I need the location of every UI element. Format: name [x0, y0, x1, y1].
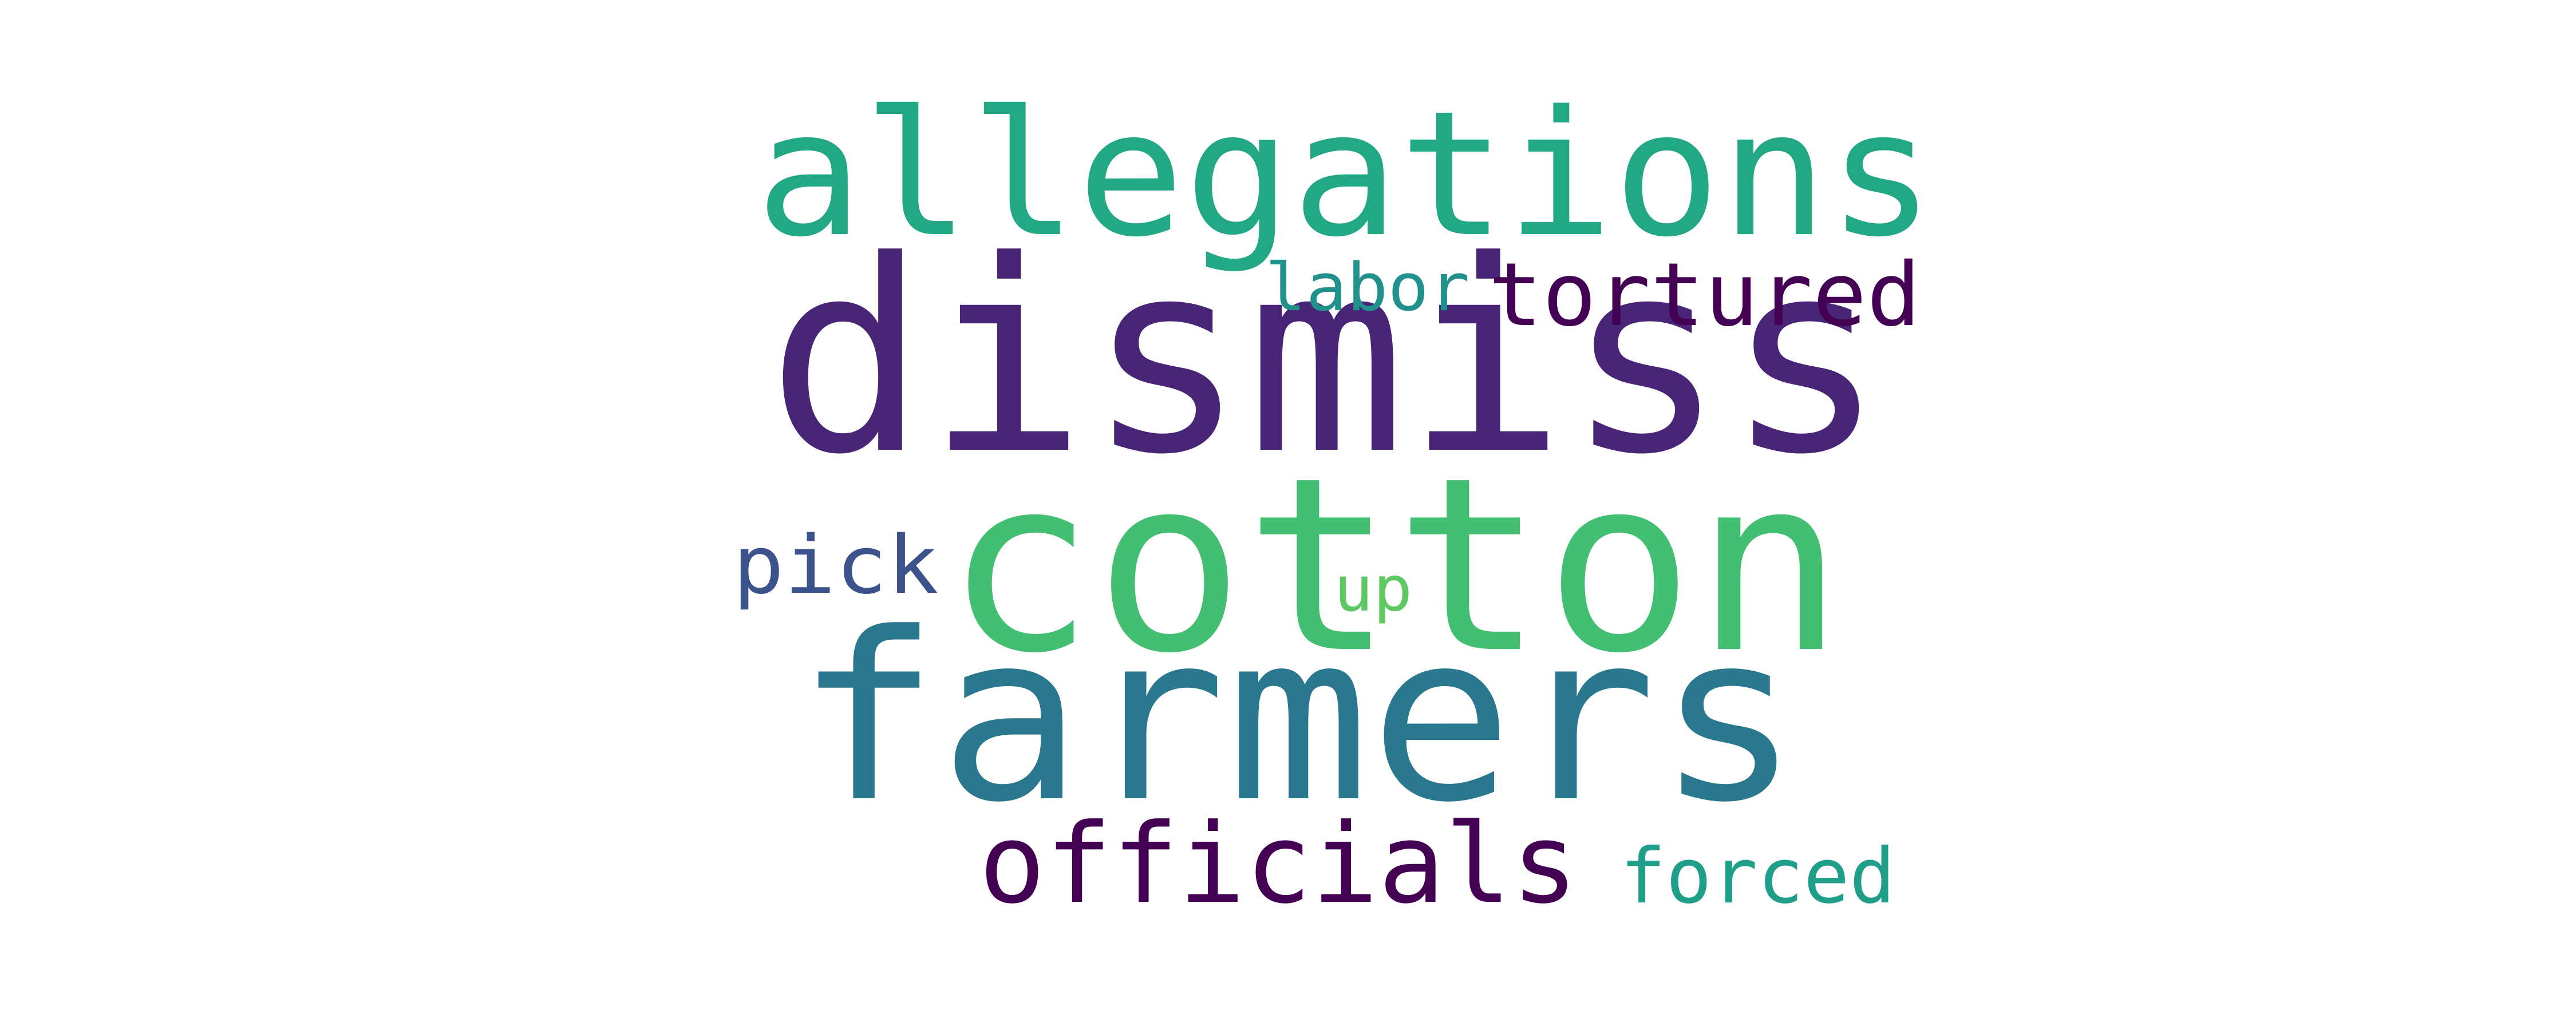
- word-allegations: allegations: [756, 74, 1935, 275]
- word-up: up: [1334, 553, 1413, 625]
- word-cotton: cotton: [945, 426, 1844, 706]
- word-pick: pick: [733, 519, 939, 612]
- word-forced: forced: [1620, 833, 1895, 921]
- word-farmers: farmers: [796, 583, 1800, 853]
- word-labor: labor: [1265, 249, 1470, 326]
- word-officials: officials: [979, 801, 1578, 928]
- word-dismiss: dismiss: [767, 204, 1886, 513]
- word-tortured: tortured: [1488, 244, 1921, 346]
